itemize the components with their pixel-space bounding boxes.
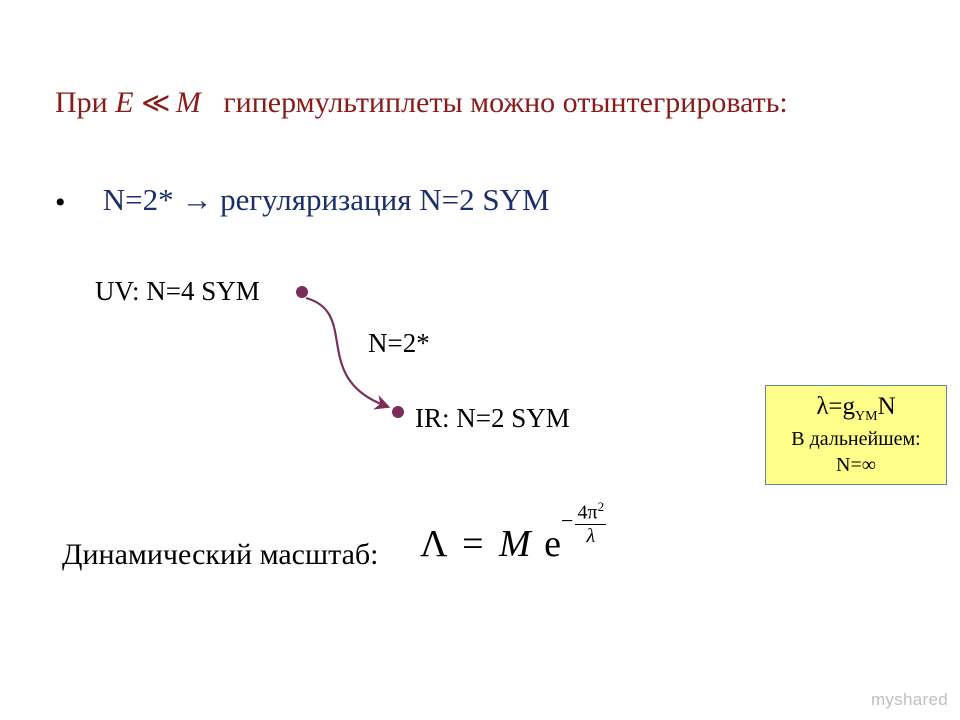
header-pri: При — [55, 86, 108, 119]
formula-e: e — [540, 523, 561, 565]
formula-M: M — [499, 523, 531, 565]
slide-stage: При E ≪ M гипермультиплеты можно отынтег… — [0, 0, 960, 720]
bullet-rhs: регуляризация N=2 SYM — [220, 182, 549, 217]
exp-num-sup: 2 — [598, 499, 605, 514]
condition-lhs: E — [115, 86, 133, 119]
formula-lambda: Λ — [420, 523, 447, 565]
ir-node — [392, 406, 404, 418]
rg-flow-diagram — [290, 278, 430, 438]
header-line: При E ≪ M гипермультиплеты можно отынтег… — [55, 86, 905, 120]
theory-box: λ=gYMN В дальнейшем: N=∞ — [765, 385, 947, 485]
header-tail: гипермультиплеты можно отынтегрировать: — [223, 86, 787, 119]
bullet-line: • N=2* → регуляризация N=2 SYM — [55, 182, 550, 220]
exp-minus: − — [561, 508, 573, 533]
bullet-lhs: N=2* — [103, 182, 174, 217]
watermark: myshared — [871, 690, 948, 710]
exp-num-base: 4π — [577, 502, 597, 524]
box-line1-post: N — [878, 393, 896, 420]
box-line1-pre: λ=g — [816, 393, 855, 420]
flow-edge — [306, 298, 386, 406]
formula-eq: = — [456, 523, 489, 565]
box-line1: λ=gYMN — [769, 392, 943, 426]
dynamic-scale-formula: Λ = M e−4π2λ — [420, 522, 606, 574]
uv-label: UV: N=4 SYM — [95, 276, 260, 307]
formula-exponent: −4π2λ — [561, 500, 606, 546]
uv-node — [296, 286, 308, 298]
ir-label: IR: N=2 SYM — [415, 403, 570, 434]
box-line2: В дальнейшем: — [769, 426, 943, 452]
exp-fraction: 4π2λ — [575, 500, 606, 546]
exp-num: 4π2 — [575, 500, 606, 525]
condition-op: ≪ — [141, 88, 168, 119]
box-line3: N=∞ — [769, 452, 943, 478]
arrow-icon: → — [181, 182, 212, 217]
dynamic-scale-label: Динамический масштаб: — [62, 538, 378, 572]
exp-den: λ — [575, 525, 606, 546]
bullet-dot: • — [55, 186, 95, 220]
condition-rhs: M — [176, 86, 201, 119]
box-line1-sub: YM — [855, 409, 878, 424]
